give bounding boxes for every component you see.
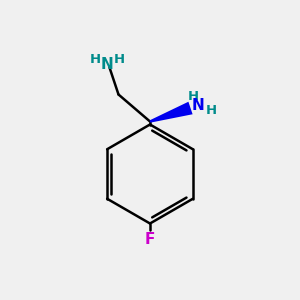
Text: H: H bbox=[113, 52, 125, 66]
Text: N: N bbox=[100, 57, 113, 72]
Text: N: N bbox=[192, 98, 204, 112]
Text: H: H bbox=[205, 104, 217, 117]
Text: H: H bbox=[89, 52, 101, 66]
Text: H: H bbox=[187, 90, 199, 103]
Polygon shape bbox=[150, 102, 193, 123]
Text: F: F bbox=[145, 232, 155, 247]
